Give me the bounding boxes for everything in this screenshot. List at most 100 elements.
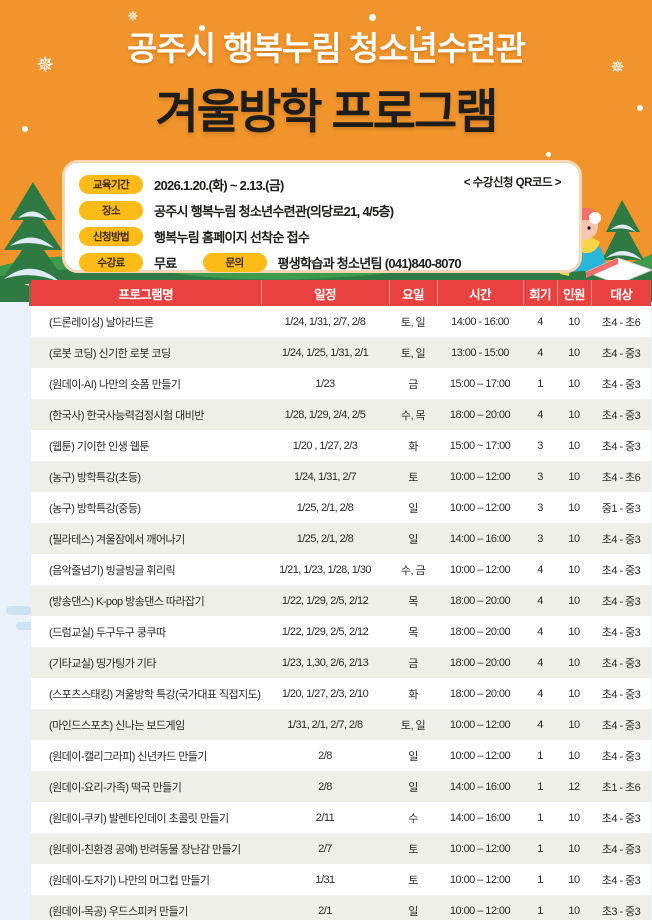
cell-sessions: 4 (537, 594, 543, 607)
cell-day: 토 (408, 874, 418, 887)
column-header-day: 요일 (389, 280, 438, 306)
info-value-contact: 평생학습과 청소년팀 (041)840-8070 (277, 255, 462, 271)
cell-target: 초4 - 중3 (601, 564, 641, 577)
column-header-program-name: 프로그램명 (31, 280, 262, 306)
cell-schedule: 1/21, 1/23, 1/28, 1/30 (279, 563, 371, 576)
snowy-pine-tree-icon (0, 182, 67, 306)
cell-program-name: (원데이-목공) 우드스피커 만들기 (49, 905, 188, 918)
table-row[interactable]: (원데이-도자기) 나만의 머그컵 만들기 1/31 토 10:00 – 12:00 1… (31, 864, 651, 895)
cell-capacity: 10 (568, 718, 580, 731)
table-row[interactable]: (원데이-캘리그라피) 신년카드 만들기 2/8 일 10:00 – 12:00 1 10… (31, 740, 651, 771)
cell-target: 초4 - 초6 (601, 316, 641, 329)
cell-schedule: 1/23 (315, 377, 335, 390)
cell-day: 일 (408, 750, 418, 763)
cell-sessions: 3 (537, 532, 543, 545)
column-header-target: 대상 (591, 280, 651, 306)
cell-day: 금 (408, 378, 418, 391)
cell-target: 초4 - 중3 (601, 533, 641, 546)
table-row[interactable]: (방송댄스) K-pop 방송댄스 따라잡기 1/22, 1/29, 2/5, 2… (31, 585, 651, 616)
cell-program-name: (드럼교실) 두구두구 쿵쿠따 (49, 626, 166, 639)
cell-day: 금 (408, 657, 418, 670)
info-row-place: 장소 공주시 행복누림 청소년수련관(의당로21, 4/5층) (79, 198, 565, 222)
info-card: 교육기간 2026.1.20.(화) ~ 2.13.(금) < 수강신청 QR코… (62, 160, 582, 273)
info-label-period: 교육기간 (79, 174, 143, 194)
cell-day: 목 (408, 626, 418, 639)
column-header-time: 시간 (437, 280, 524, 306)
cell-time: 10:00 – 12:00 (449, 470, 511, 483)
poster-title: 공주시 행복누림 청소년수련관 겨울방학 프로그램 (0, 22, 652, 142)
cell-day: 수, 금 (400, 564, 426, 577)
table-row[interactable]: (웹툰) 기이한 인생 웹툰 1/20 , 1/27, 2/3 화 15:00 ~ 1… (31, 430, 651, 461)
cell-schedule: 1/31 (315, 873, 335, 886)
table-row[interactable]: (드럼교실) 두구두구 쿵쿠따 1/22, 1/29, 2/5, 2/12 목 18:… (31, 616, 651, 647)
table-row[interactable]: (원데이-쿠키) 발렌타인데이 초콜릿 만들기 2/11 수 14:00 – 16:0… (31, 802, 651, 833)
cell-schedule: 2/1 (318, 904, 332, 917)
cell-schedule: 1/31, 2/1, 2/7, 2/8 (287, 718, 363, 731)
cell-target: 초4 - 중3 (601, 812, 641, 825)
cell-capacity: 10 (568, 532, 580, 545)
table-row[interactable]: (원데이-목공) 우드스피커 만들기 2/1 일 10:00 – 12:00 1 10 초3… (31, 895, 651, 920)
cloud-icon (6, 606, 32, 615)
info-value-apply-method: 행복누림 홈페이지 선착순 접수 (154, 229, 310, 245)
cell-capacity: 10 (568, 315, 580, 328)
column-header-schedule: 일정 (261, 280, 390, 306)
table-row[interactable]: (기타교실) 띵가팅가 기타 1/23, 1,30, 2/6, 2/13 금 18:0… (31, 647, 651, 678)
cell-capacity: 10 (568, 594, 580, 607)
table-row[interactable]: (원데이-AI) 나만의 숏폼 만들기 1/23 금 15:00 – 17:00 1 10… (31, 368, 651, 399)
cell-time: 14:00 - 16:00 (451, 315, 509, 328)
table-row[interactable]: (로봇 코딩) 신기한 로봇 코딩 1/24, 1/25, 1/31, 2/1 토,… (31, 337, 651, 368)
cell-target: 초3 - 중3 (601, 905, 641, 918)
cell-time: 10:00 – 12:00 (449, 563, 511, 576)
table-row[interactable]: (원데이-친환경 공예) 반려동물 장난감 만들기 2/7 토 10:00 – 12:… (31, 833, 651, 864)
table-row[interactable]: (스포츠스태킹) 겨울방학 특강(국가대표 직접지도) 1/20, 1/27, 2… (31, 678, 651, 709)
cell-schedule: 2/8 (318, 749, 332, 762)
cell-program-name: (웹툰) 기이한 인생 웹툰 (49, 440, 149, 453)
cell-time: 15:00 – 17:00 (449, 377, 511, 390)
table-row[interactable]: (한국사) 한국사능력검정시험 대비반 1/28, 1/29, 2/4, 2/5 수… (31, 399, 651, 430)
cell-schedule: 1/20 , 1/27, 2/3 (292, 439, 358, 452)
cell-sessions: 3 (537, 501, 543, 514)
cell-sessions: 4 (537, 718, 543, 731)
table-row[interactable]: (농구) 방학특강(중등) 1/25, 2/1, 2/8 일 10:00 – 12:0… (31, 492, 651, 523)
cell-sessions: 4 (537, 408, 543, 421)
cell-capacity: 10 (568, 842, 580, 855)
cell-schedule: 2/8 (318, 780, 332, 793)
qr-code-note: < 수강신청 QR코드 > (463, 177, 562, 189)
table-row[interactable]: (드론레이싱) 날아라드론 1/24, 1/31, 2/7, 2/8 토, 일 14:… (31, 306, 651, 337)
cell-program-name: (필라테스) 겨울잠에서 깨어나기 (49, 533, 185, 546)
cell-schedule: 1/23, 1,30, 2/6, 2/13 (281, 656, 369, 669)
cell-schedule: 2/7 (318, 842, 332, 855)
table-row[interactable]: (음악줄넘기) 빙글빙글 휘리릭 1/21, 1/23, 1/28, 1/30 수,… (31, 554, 651, 585)
table-row[interactable]: (마인드스포츠) 신나는 보드게임 1/31, 2/1, 2/7, 2/8 토, 일… (31, 709, 651, 740)
cell-program-name: (원데이-도자기) 나만의 머그컵 만들기 (49, 874, 210, 887)
cell-day: 화 (408, 440, 418, 453)
sparkle-icon: ✵ (127, 8, 139, 24)
column-header-sessions: 회기 (523, 280, 558, 306)
cell-target: 초4 - 중3 (601, 378, 641, 391)
cell-capacity: 10 (568, 904, 580, 917)
cell-time: 14:00 – 16:00 (449, 811, 511, 824)
table-row[interactable]: (농구) 방학특강(초등) 1/24, 1/31, 2/7 토 10:00 – 12:… (31, 461, 651, 492)
dot-icon (369, 14, 376, 21)
cloud-icon (618, 652, 638, 660)
cell-program-name: (방송댄스) K-pop 방송댄스 따라잡기 (49, 595, 205, 608)
sparkle-icon: ✵ (610, 57, 626, 77)
info-row-apply-method: 신청방법 행복누림 홈페이지 선착순 접수 (79, 224, 565, 248)
cell-day: 토, 일 (400, 347, 426, 360)
info-label-apply-method: 신청방법 (79, 226, 143, 246)
table-row[interactable]: (필라테스) 겨울잠에서 깨어나기 1/25, 2/1, 2/8 일 14:00 – … (31, 523, 651, 554)
cell-capacity: 10 (568, 439, 580, 452)
cell-schedule: 2/11 (315, 811, 335, 824)
cell-capacity: 10 (568, 749, 580, 762)
cell-sessions: 3 (537, 439, 543, 452)
table-row[interactable]: (원데이-요리-가족) 떡국 만들기 2/8 일 14:00 – 16:00 1 12 초1… (31, 771, 651, 802)
cell-capacity: 10 (568, 625, 580, 638)
dot-icon (199, 25, 205, 31)
cell-day: 목 (408, 595, 418, 608)
cell-time: 18:00 – 20:00 (449, 625, 511, 638)
right-sky-panel (620, 300, 652, 920)
cell-target: 초4 - 초6 (601, 471, 641, 484)
info-label-place: 장소 (79, 200, 143, 220)
cell-program-name: (음악줄넘기) 빙글빙글 휘리릭 (49, 564, 176, 577)
